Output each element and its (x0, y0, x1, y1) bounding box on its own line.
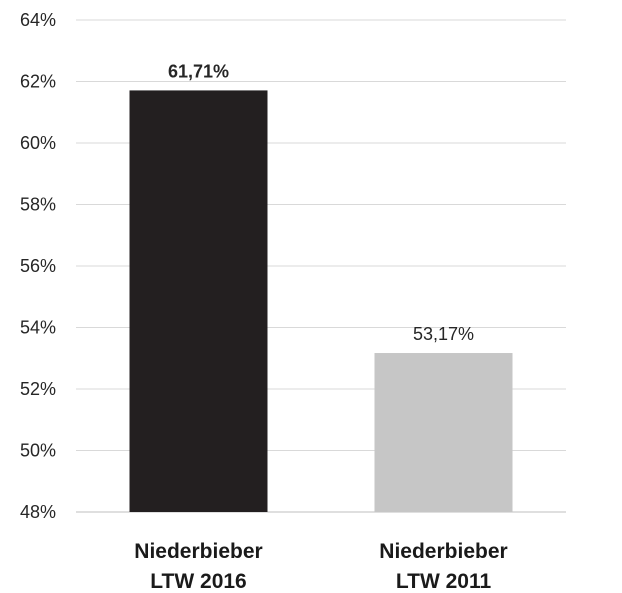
category-label: LTW 2011 (396, 570, 492, 593)
y-tick-label: 58% (20, 195, 56, 215)
bar (129, 90, 268, 512)
y-tick-label: 60% (20, 133, 56, 153)
y-tick-label: 48% (20, 502, 56, 522)
y-tick-label: 64% (20, 10, 56, 30)
x-axis-category-labels: Niederbieber LTW 2016 Niederbieber LTW 2011 (134, 540, 507, 593)
category-label: Niederbieber (379, 540, 507, 563)
y-tick-label: 50% (20, 441, 56, 461)
data-label: 53,17% (413, 324, 474, 344)
category-label: Niederbieber (134, 540, 262, 563)
y-tick-label: 54% (20, 318, 56, 338)
y-tick-label: 56% (20, 256, 56, 276)
y-tick-label: 52% (20, 379, 56, 399)
bar (374, 353, 513, 512)
data-label: 61,71% (168, 61, 229, 81)
bars (129, 90, 513, 512)
data-labels: 61,71% 53,17% (168, 61, 474, 344)
y-axis-tick-labels: 48% 50% 52% 54% 56% 58% 60% 62% 64% (20, 10, 56, 522)
category-label: LTW 2016 (150, 570, 246, 593)
y-tick-label: 62% (20, 72, 56, 92)
